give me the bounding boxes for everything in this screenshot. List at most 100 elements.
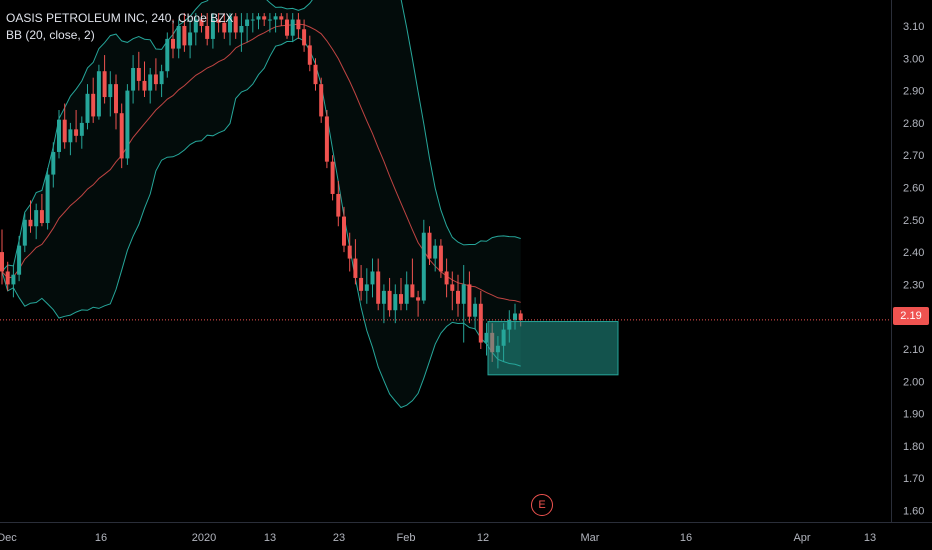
candle-body bbox=[45, 174, 50, 224]
candle-body bbox=[347, 245, 352, 259]
candle-body bbox=[307, 45, 312, 65]
price-tick-label: 2.80 bbox=[903, 118, 924, 130]
candle-body bbox=[210, 19, 215, 39]
price-axis[interactable]: 3.103.002.902.802.702.602.502.402.302.20… bbox=[903, 21, 924, 518]
candle-body bbox=[416, 297, 421, 301]
bollinger-fill bbox=[2, 0, 521, 408]
highlight-rectangle bbox=[487, 321, 619, 376]
candle-body bbox=[473, 303, 478, 317]
candle-body bbox=[108, 84, 113, 98]
candle-body bbox=[359, 277, 364, 291]
candle-body bbox=[142, 80, 147, 91]
candle-body bbox=[68, 129, 73, 143]
candle-body bbox=[393, 294, 398, 311]
candle-body bbox=[313, 64, 318, 85]
candle-body bbox=[79, 122, 84, 136]
candle-body bbox=[199, 19, 204, 26]
price-tick-label: 2.60 bbox=[903, 183, 924, 195]
candle-body bbox=[165, 38, 170, 72]
symbol-title[interactable]: OASIS PETROLEUM INC, 240, Cboe BZX bbox=[6, 11, 234, 25]
candle-body bbox=[171, 38, 175, 49]
candle-body bbox=[176, 26, 181, 49]
time-tick-label: 13 bbox=[264, 532, 276, 544]
candle-body bbox=[153, 74, 158, 85]
candle-body bbox=[421, 232, 426, 301]
candle-body bbox=[438, 245, 443, 272]
candle-body bbox=[376, 271, 381, 304]
time-tick-label: 16 bbox=[680, 532, 692, 544]
candle-body bbox=[131, 67, 136, 91]
time-tick-label: Mar bbox=[581, 532, 600, 544]
candle-body bbox=[85, 93, 90, 123]
candle-body bbox=[256, 16, 261, 20]
candle-body bbox=[0, 252, 4, 272]
candle-body bbox=[319, 84, 324, 117]
candle-body bbox=[444, 271, 449, 285]
candle-body bbox=[188, 32, 193, 46]
candle-body bbox=[148, 74, 153, 91]
candle-body bbox=[267, 19, 272, 21]
candle-body bbox=[51, 151, 56, 175]
time-tick-label: 12 bbox=[477, 532, 489, 544]
time-axis-divider bbox=[0, 522, 932, 523]
candle-body bbox=[91, 93, 96, 117]
candle-body bbox=[364, 284, 369, 291]
price-tick-label: 2.50 bbox=[903, 215, 924, 227]
price-tick-label: 2.90 bbox=[903, 86, 924, 98]
candle-body bbox=[467, 284, 472, 317]
candle-body bbox=[456, 290, 460, 304]
price-axis-divider bbox=[891, 0, 892, 522]
price-tick-label: 1.70 bbox=[903, 473, 924, 485]
chart-legend[interactable]: OASIS PETROLEUM INC, 240, Cboe BZX BB (2… bbox=[6, 10, 233, 44]
last-price-tag: 2.19 bbox=[893, 307, 929, 325]
candle-body bbox=[57, 119, 61, 152]
candle-body bbox=[285, 19, 289, 36]
price-tick-label: 2.70 bbox=[903, 150, 924, 162]
earnings-marker[interactable]: E bbox=[531, 494, 553, 516]
candle-body bbox=[353, 258, 358, 278]
candle-body bbox=[296, 19, 301, 30]
candle-body bbox=[342, 216, 346, 246]
time-tick-label: Apr bbox=[793, 532, 810, 544]
candle-body bbox=[28, 219, 33, 227]
candle-body bbox=[62, 119, 67, 143]
price-tick-label: 3.10 bbox=[903, 21, 924, 33]
time-tick-label: 2020 bbox=[192, 532, 216, 544]
candle-body bbox=[461, 284, 466, 304]
candle-body bbox=[102, 71, 107, 98]
candle-body bbox=[410, 284, 415, 298]
candle-body bbox=[273, 16, 278, 20]
indicator-label[interactable]: BB (20, close, 2) bbox=[6, 28, 95, 42]
overlays bbox=[0, 319, 891, 376]
price-tick-label: 2.40 bbox=[903, 247, 924, 259]
candle-body bbox=[478, 303, 483, 343]
time-tick-label: Feb bbox=[397, 532, 416, 544]
candle-body bbox=[222, 22, 227, 33]
candle-body bbox=[119, 113, 124, 159]
bollinger-bands bbox=[1, 0, 521, 409]
candle-body bbox=[22, 219, 27, 246]
candle-body bbox=[182, 26, 187, 46]
time-tick-label: 23 bbox=[333, 532, 345, 544]
candle-body bbox=[216, 19, 221, 23]
candle-body bbox=[404, 284, 409, 304]
candle-body bbox=[239, 26, 244, 33]
time-tick-label: Dec bbox=[0, 532, 17, 544]
candle-body bbox=[114, 84, 118, 114]
candle-body bbox=[513, 313, 517, 320]
candle-body bbox=[450, 284, 455, 291]
candle-body bbox=[159, 71, 164, 85]
candle-body bbox=[290, 19, 295, 36]
candle-body bbox=[233, 16, 238, 33]
price-tick-label: 1.80 bbox=[903, 441, 924, 453]
candle-body bbox=[484, 332, 489, 343]
candle-body bbox=[387, 290, 392, 311]
price-tick-label: 3.00 bbox=[903, 53, 924, 65]
candle-body bbox=[125, 90, 130, 159]
candle-body bbox=[5, 271, 10, 285]
time-tick-label: 13 bbox=[864, 532, 876, 544]
time-axis[interactable]: Dec 16 2020 13 23 Feb 12 Mar 16 Apr 13 bbox=[0, 532, 876, 544]
candle-body bbox=[136, 67, 141, 81]
candle-body bbox=[262, 16, 267, 20]
